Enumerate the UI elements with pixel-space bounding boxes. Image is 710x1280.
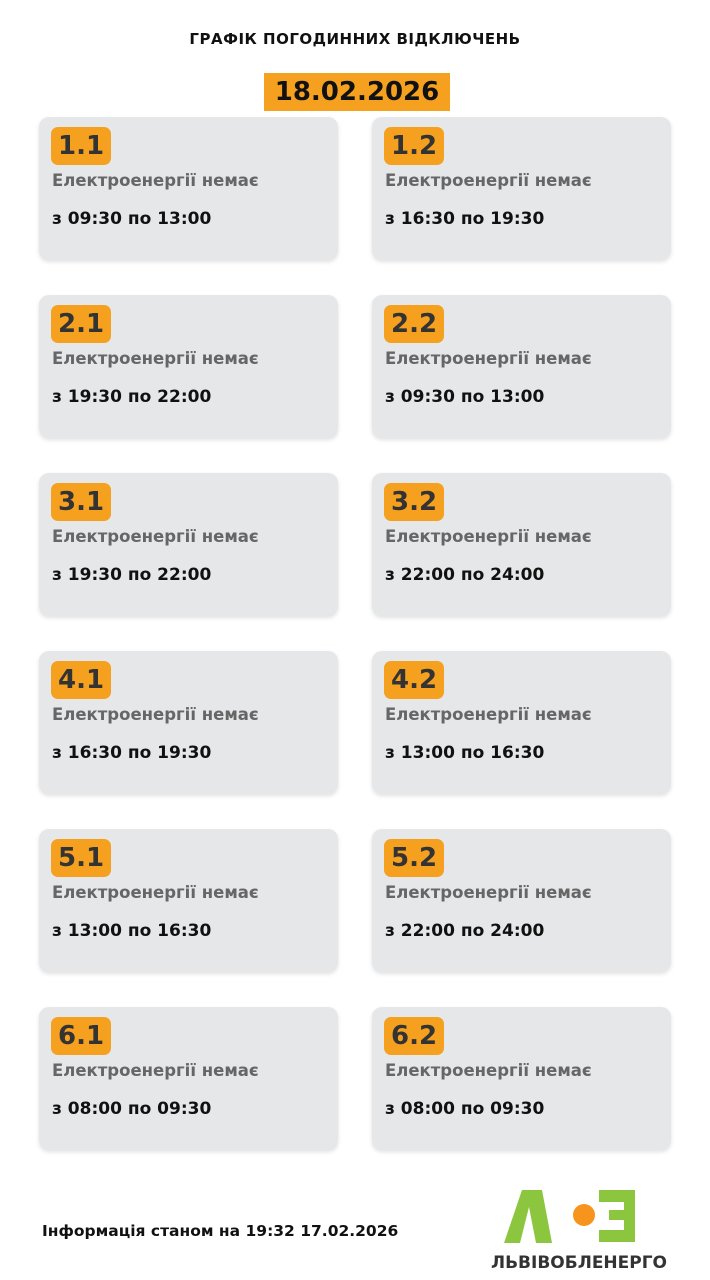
outage-time: з 08:00 по 09:30 (52, 1099, 212, 1119)
info-timestamp: Інформація станом на 19:32 17.02.2026 (42, 1222, 399, 1240)
group-badge: 2.1 (51, 305, 112, 343)
group-card: 1.1 Електроенергії немає з 09:30 по 13:0… (39, 117, 338, 260)
outage-time: з 22:00 по 24:00 (385, 921, 545, 941)
group-status: Електроенергії немає (52, 527, 259, 546)
outage-time: з 13:00 по 16:30 (52, 921, 212, 941)
group-status: Електроенергії немає (52, 1061, 259, 1080)
group-badge: 4.2 (384, 661, 445, 699)
logo: ЛЬВІВОБЛЕНЕРГО (484, 1185, 674, 1277)
outage-time: з 19:30 по 22:00 (52, 387, 212, 407)
logo-text: ЛЬВІВОБЛЕНЕРГО (490, 1253, 668, 1273)
group-status: Електроенергії немає (385, 1061, 592, 1080)
group-card: 3.2 Електроенергії немає з 22:00 по 24:0… (372, 473, 671, 616)
group-badge: 5.2 (384, 839, 445, 877)
group-badge: 5.1 (51, 839, 112, 877)
outage-time: з 19:30 по 22:00 (52, 565, 212, 585)
group-status: Електроенергії немає (385, 705, 592, 724)
group-status: Електроенергії немає (52, 883, 259, 902)
outage-time: з 08:00 по 09:30 (385, 1099, 545, 1119)
outage-time: з 22:00 по 24:00 (385, 565, 545, 585)
outage-time: з 16:30 по 19:30 (52, 743, 212, 763)
group-badge: 1.1 (51, 127, 112, 165)
group-badge: 1.2 (384, 127, 445, 165)
outage-time: з 09:30 по 13:00 (385, 387, 545, 407)
group-card: 6.2 Електроенергії немає з 08:00 по 09:3… (372, 1007, 671, 1150)
page-title: ГРАФІК ПОГОДИННИХ ВІДКЛЮЧЕНЬ (189, 30, 521, 48)
group-card: 3.1 Електроенергії немає з 19:30 по 22:0… (39, 473, 338, 616)
group-status: Електроенергії немає (52, 705, 259, 724)
outage-time: з 16:30 по 19:30 (385, 209, 545, 229)
group-card: 4.2 Електроенергії немає з 13:00 по 16:3… (372, 651, 671, 794)
group-status: Електроенергії немає (385, 171, 592, 190)
group-status: Електроенергії немає (385, 883, 592, 902)
group-badge: 3.1 (51, 483, 112, 521)
group-card: 5.2 Електроенергії немає з 22:00 по 24:0… (372, 829, 671, 972)
group-badge: 3.2 (384, 483, 445, 521)
group-badge: 6.1 (51, 1017, 112, 1055)
outage-time: з 13:00 по 16:30 (385, 743, 545, 763)
schedule-grid: 1.1 Електроенергії немає з 09:30 по 13:0… (39, 117, 671, 1150)
group-card: 5.1 Електроенергії немає з 13:00 по 16:3… (39, 829, 338, 972)
group-card: 4.1 Електроенергії немає з 16:30 по 19:3… (39, 651, 338, 794)
group-card: 2.2 Електроенергії немає з 09:30 по 13:0… (372, 295, 671, 438)
group-badge: 4.1 (51, 661, 112, 699)
logo-icon (504, 1190, 635, 1243)
group-card: 1.2 Електроенергії немає з 16:30 по 19:3… (372, 117, 671, 260)
date-badge: 18.02.2026 (264, 73, 450, 111)
group-card: 2.1 Електроенергії немає з 19:30 по 22:0… (39, 295, 338, 438)
group-card: 6.1 Електроенергії немає з 08:00 по 09:3… (39, 1007, 338, 1150)
group-status: Електроенергії немає (385, 349, 592, 368)
group-status: Електроенергії немає (385, 527, 592, 546)
group-status: Електроенергії немає (52, 349, 259, 368)
group-badge: 6.2 (384, 1017, 445, 1055)
outage-time: з 09:30 по 13:00 (52, 209, 212, 229)
group-badge: 2.2 (384, 305, 445, 343)
group-status: Електроенергії немає (52, 171, 259, 190)
